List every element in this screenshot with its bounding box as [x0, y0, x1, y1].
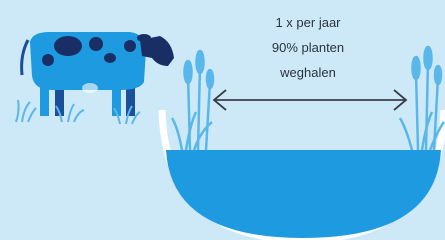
page: 1 x per jaar 90% planten weghalen (() =>…: [0, 0, 445, 240]
illustration: 1 x per jaar 90% planten weghalen: [0, 0, 445, 240]
label-line: 1 x per jaar: [275, 15, 341, 30]
label-line: weghalen: [279, 65, 336, 80]
label-line: 90% planten: [272, 40, 344, 55]
